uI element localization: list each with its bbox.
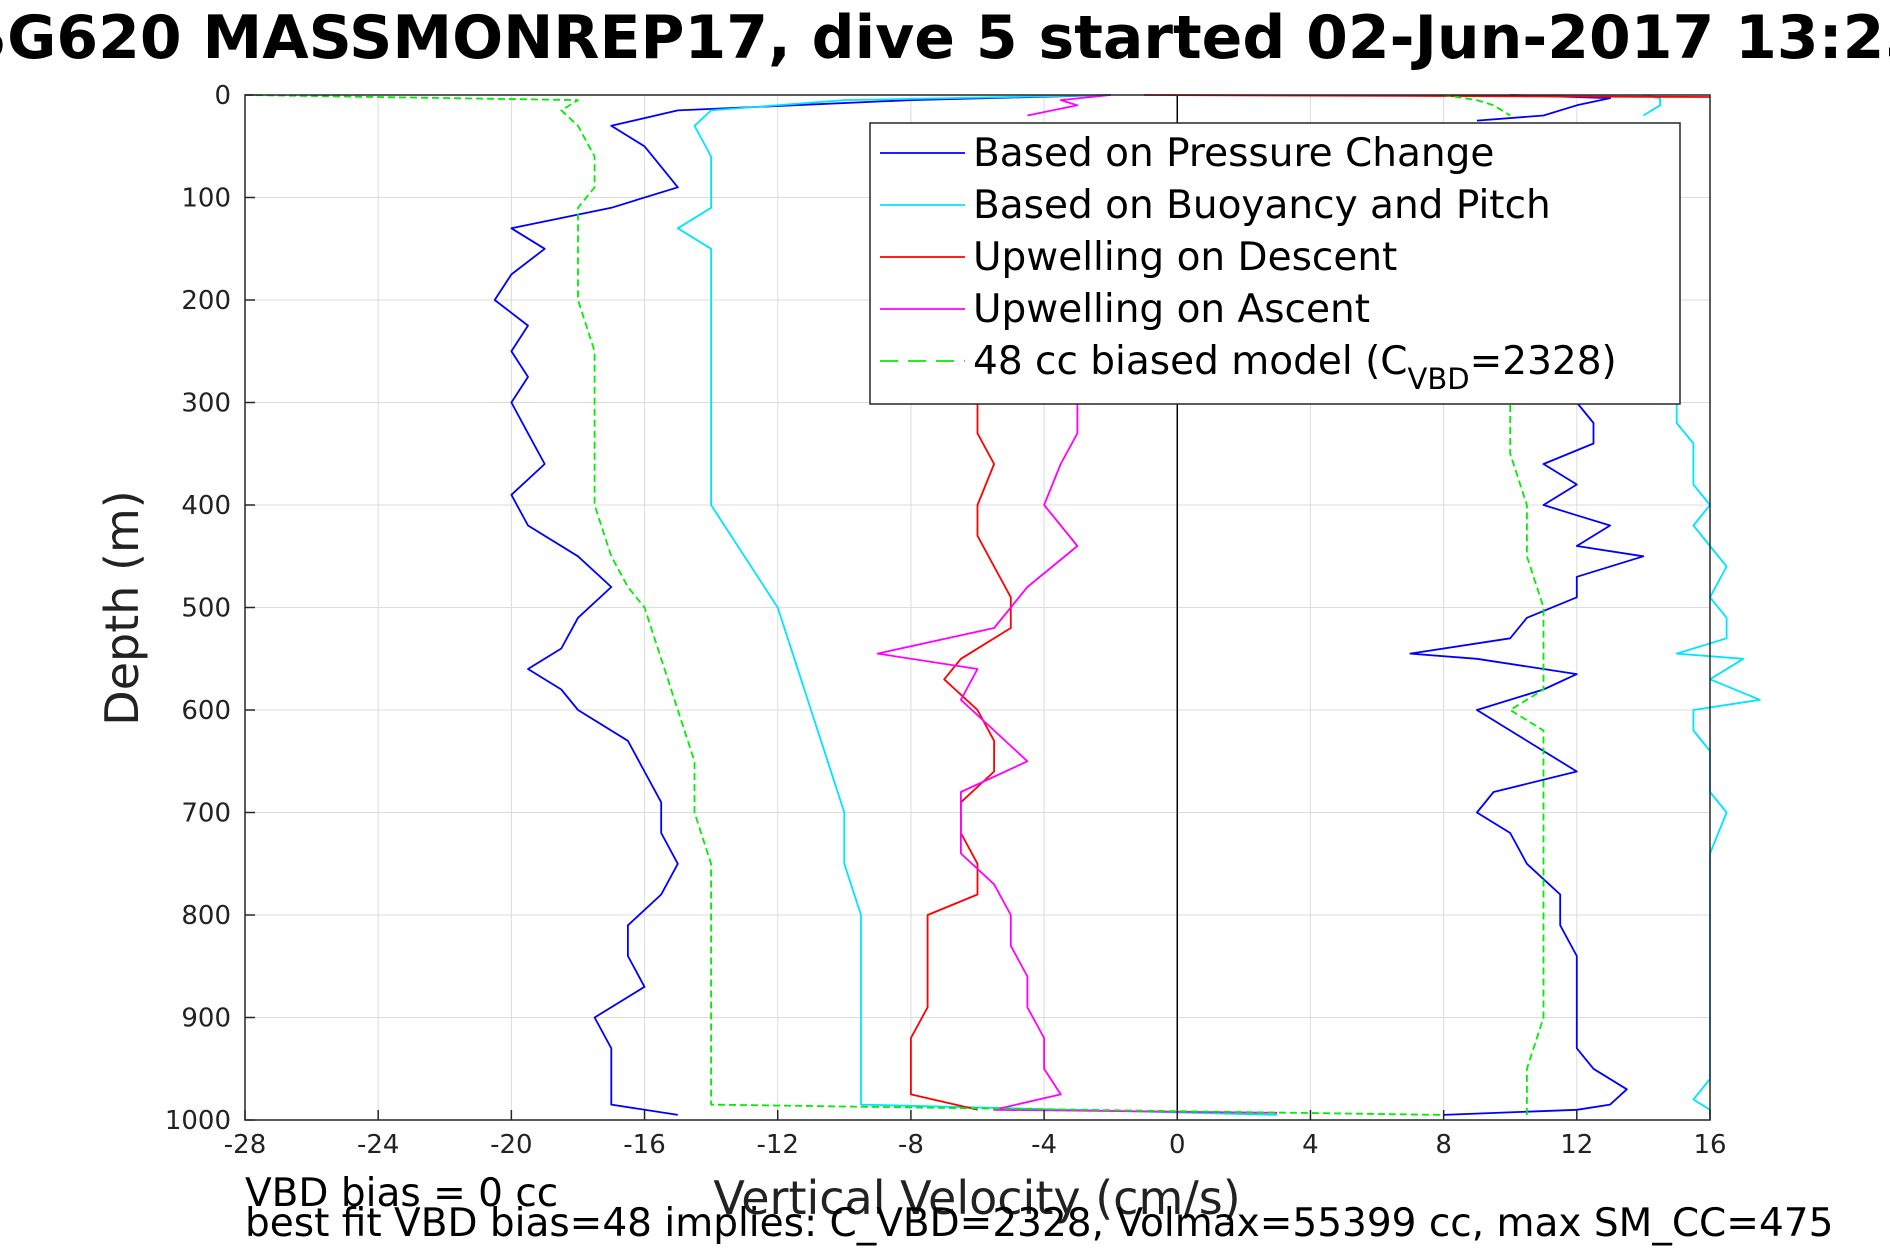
x-tick-label: 8 — [1435, 1130, 1452, 1160]
y-tick-label: 1000 — [165, 1106, 231, 1136]
legend-label: Upwelling on Descent — [973, 235, 1397, 280]
y-tick-label: 500 — [181, 594, 231, 624]
x-tick-label: -24 — [357, 1130, 399, 1160]
x-tick-label: 0 — [1169, 1130, 1186, 1160]
y-tick-label: 700 — [181, 799, 231, 829]
footer-best-fit: best fit VBD bias=48 implies: C_VBD=2328… — [245, 1201, 1833, 1246]
series-line — [676, 94, 1278, 1116]
y-tick-label: 0 — [214, 81, 231, 111]
legend-box — [869, 122, 1681, 405]
x-axis-label: Vertical Velocity (cm/s) — [713, 1171, 1240, 1225]
series-line — [1509, 402, 1545, 1115]
y-tick-label: 400 — [181, 491, 231, 521]
x-tick-label: -28 — [224, 1130, 266, 1160]
series-layer — [244, 94, 1761, 1116]
series-line — [1027, 94, 1111, 117]
y-tick-label: 200 — [181, 286, 231, 316]
x-tick-label: 12 — [1560, 1130, 1593, 1160]
legend-label: Based on Pressure Change — [973, 131, 1494, 176]
y-tick-label: 300 — [181, 389, 231, 419]
series-line — [244, 94, 1444, 1116]
series-line — [910, 402, 1012, 1111]
y-tick-label: 600 — [181, 696, 231, 726]
y-axis-label: Depth (m) — [95, 490, 149, 725]
x-tick-label: -20 — [490, 1130, 532, 1160]
footer-vbd-bias: VBD bias = 0 cc — [245, 1171, 558, 1216]
x-tick-label: -4 — [1031, 1130, 1057, 1160]
series-3 — [876, 94, 1278, 1114]
series-line — [493, 94, 1111, 1116]
x-tick-label: -16 — [623, 1130, 665, 1160]
series-line — [876, 402, 1278, 1114]
y-tick-label: 900 — [181, 1004, 231, 1034]
legend: Based on Pressure Change Based on Buoyanc… — [869, 122, 1681, 405]
axis-ticks: -28 -24 -20 -16 -12 -8 -4 0 4 8 12 16 0 100 200 300 400 5… — [165, 81, 1727, 1160]
legend-label: Upwelling on Ascent — [973, 287, 1370, 332]
y-tick-label: 800 — [181, 901, 231, 931]
series-line — [1409, 401, 1645, 1116]
x-tick-label: 4 — [1302, 1130, 1319, 1160]
series-4 — [244, 94, 1545, 1116]
legend-label: Based on Buoyancy and Pitch — [973, 183, 1551, 228]
legend-label: 48 cc biased model (CVBD=2328) — [973, 339, 1617, 396]
y-tick-label: 100 — [181, 184, 231, 214]
x-tick-label: -12 — [756, 1130, 798, 1160]
x-tick-label: 16 — [1693, 1130, 1726, 1160]
series-line — [1443, 94, 1511, 117]
chart-title: SG620 MASSMONREP17, dive 5 started 02-Ju… — [0, 3, 1890, 73]
legend-items: Based on Pressure Change Based on Buoyanc… — [880, 131, 1617, 396]
x-tick-label: -8 — [898, 1130, 924, 1160]
